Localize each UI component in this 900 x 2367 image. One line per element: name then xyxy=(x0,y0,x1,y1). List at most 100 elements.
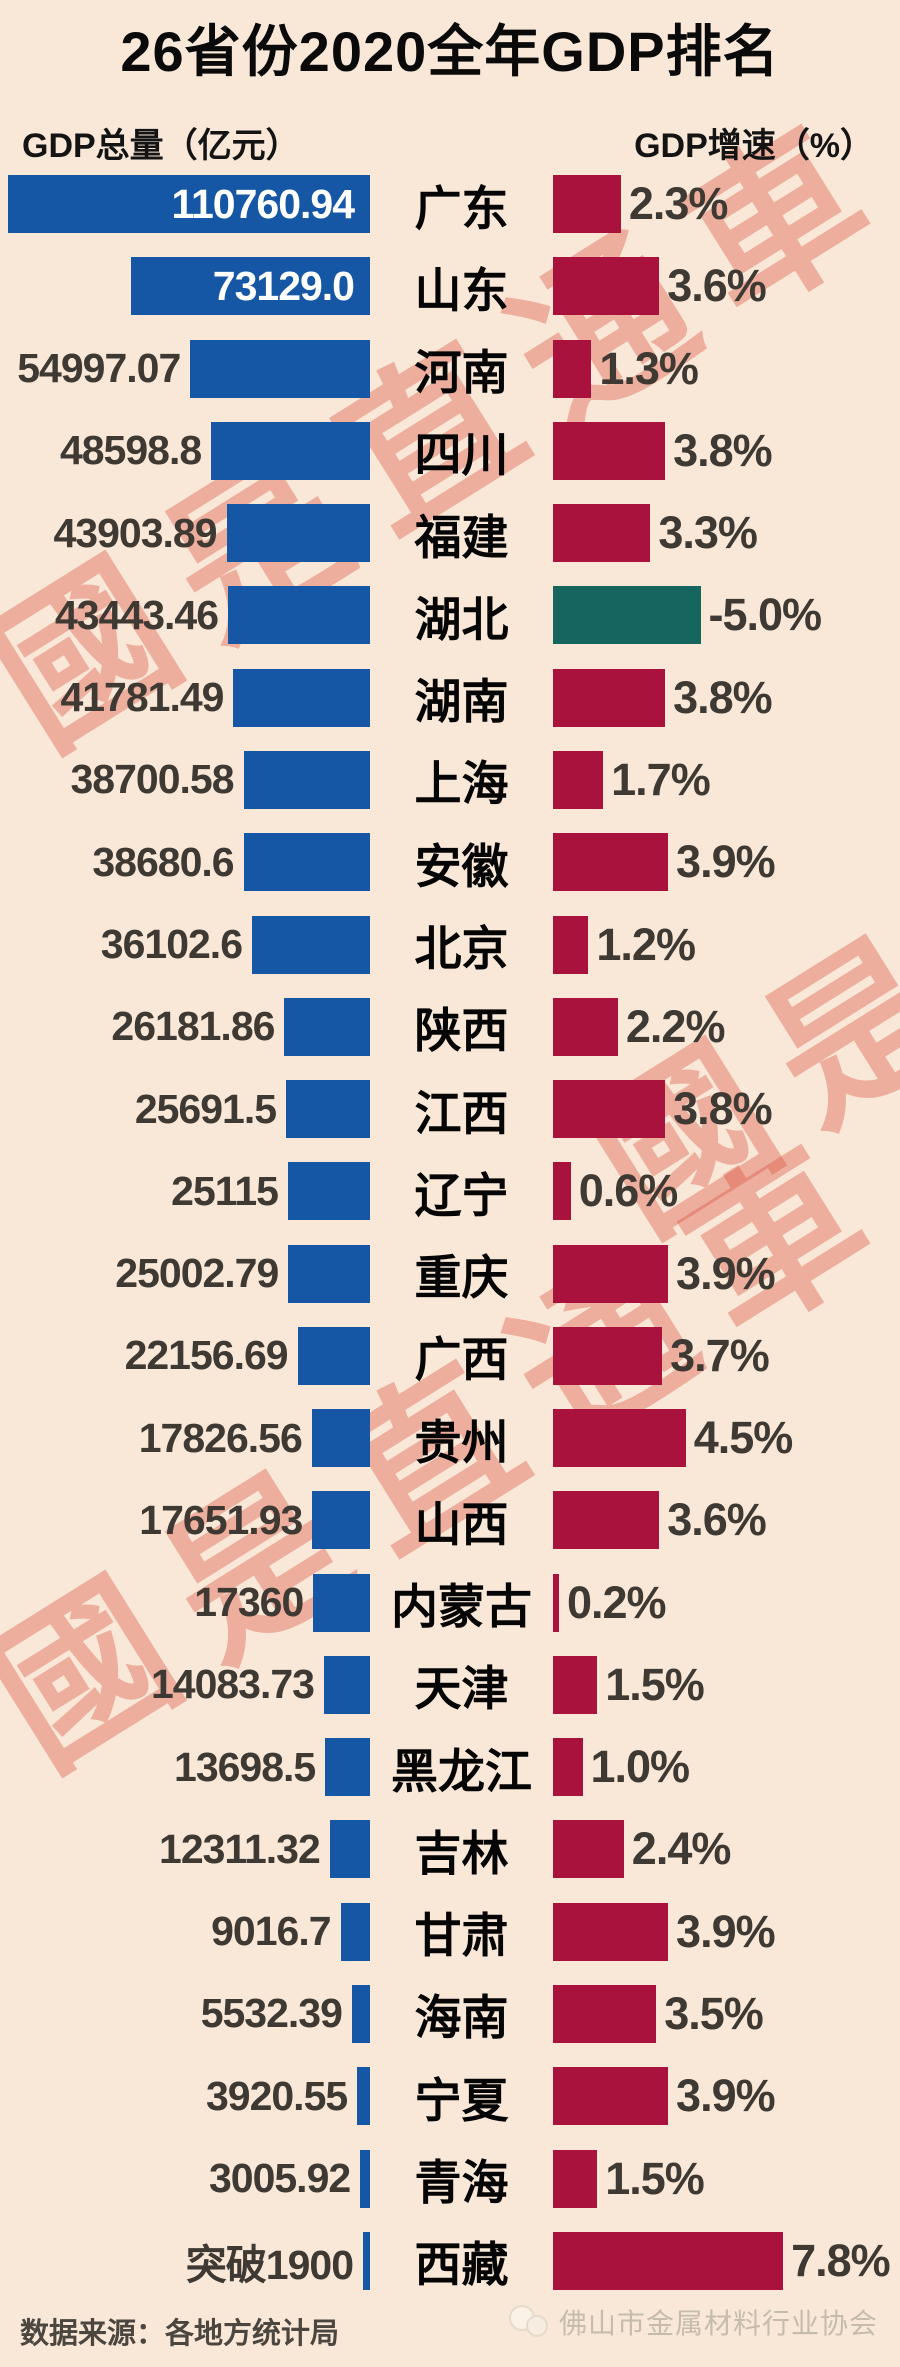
province-label: 安徽 xyxy=(414,839,509,895)
growth-cell: 3.9% xyxy=(553,2067,900,2126)
growth-bar xyxy=(553,1162,571,1221)
gdp-cell: 22156.69 xyxy=(0,1315,370,1397)
gdp-cell: 17826.56 xyxy=(0,1397,370,1479)
gdp-cell: 43903.89 xyxy=(0,492,370,574)
table-row: 43443.46 湖北 -5.0% xyxy=(0,574,900,656)
gdp-cell: 110760.94 xyxy=(0,163,370,245)
gdp-value-label: 25002.79 xyxy=(115,1250,279,1297)
publisher-credit: 佛山市金属材料行业协会 xyxy=(507,2302,878,2342)
growth-cell: 1.2% xyxy=(553,915,900,974)
growth-bar xyxy=(553,1820,624,1879)
growth-cell: -5.0% xyxy=(553,586,900,645)
province-label: 广东 xyxy=(414,181,509,237)
growth-bar xyxy=(553,997,618,1056)
gdp-bar: 73129.0 xyxy=(131,257,370,316)
province-label: 广西 xyxy=(414,1333,509,1389)
growth-cell: 3.8% xyxy=(553,668,900,727)
gdp-bar xyxy=(284,997,370,1056)
gdp-value-label: 48598.8 xyxy=(59,427,202,474)
province-label: 重庆 xyxy=(414,1251,509,1307)
growth-value-label: 1.3% xyxy=(599,342,699,394)
table-row: 54997.07 河南 1.3% xyxy=(0,328,900,410)
gdp-cell: 25691.5 xyxy=(0,1068,370,1150)
table-row: 22156.69 广西 3.7% xyxy=(0,1315,900,1397)
growth-bar xyxy=(553,1738,583,1797)
gdp-value-label: 43903.89 xyxy=(53,509,218,556)
growth-bar xyxy=(553,668,666,727)
growth-value-label: 0.2% xyxy=(567,1576,667,1628)
chart-rows: 110760.94 广东 2.3% 73129.0 山东 3.6% 54997.07 河南 1.… xyxy=(0,163,900,2302)
table-row: 17651.93 山西 3.6% xyxy=(0,1479,900,1561)
growth-bar xyxy=(553,1902,669,1961)
province-label: 湖北 xyxy=(414,592,509,648)
gdp-cell: 13698.5 xyxy=(0,1726,370,1808)
gdp-cell: 36102.6 xyxy=(0,903,370,985)
gdp-bar xyxy=(329,1820,370,1879)
growth-cell: 1.7% xyxy=(553,750,900,809)
growth-cell: 4.5% xyxy=(553,1409,900,1468)
table-row: 41781.49 湖南 3.8% xyxy=(0,657,900,739)
gdp-value-label: 110760.94 xyxy=(171,180,355,227)
table-row: 12311.32 吉林 2.4% xyxy=(0,1808,900,1890)
publisher-name: 佛山市金属材料行业协会 xyxy=(558,2308,878,2339)
province-label: 江西 xyxy=(414,1086,509,1142)
gdp-value-label: 25691.5 xyxy=(134,1085,277,1132)
gdp-bar xyxy=(323,1655,370,1714)
gdp-value-label: 17651.93 xyxy=(139,1496,303,1543)
gdp-bar xyxy=(243,750,370,809)
growth-value-label: 3.3% xyxy=(658,507,758,559)
gdp-cell: 41781.49 xyxy=(0,657,370,739)
province-label: 宁夏 xyxy=(414,2073,509,2129)
table-row: 17360 内蒙古 0.2% xyxy=(0,1562,900,1644)
table-row: 突破1900 西藏 7.8% xyxy=(0,2220,900,2302)
table-row: 25691.5 江西 3.8% xyxy=(0,1068,900,1150)
gdp-cell: 73129.0 xyxy=(0,245,370,327)
gdp-bar xyxy=(311,1409,370,1468)
growth-cell: 1.3% xyxy=(553,339,900,398)
province-label: 陕西 xyxy=(414,1004,509,1060)
growth-cell: 3.9% xyxy=(553,1902,900,1961)
growth-bar xyxy=(553,1326,663,1385)
growth-cell: 7.8% xyxy=(553,2231,900,2290)
growth-value-label: 3.6% xyxy=(667,1494,767,1546)
gdp-value-label: 26181.86 xyxy=(111,1003,275,1050)
growth-value-label: 1.7% xyxy=(611,753,711,805)
growth-value-label: 2.4% xyxy=(631,1823,732,1875)
growth-cell: 2.2% xyxy=(553,997,900,1056)
growth-bar xyxy=(553,504,651,563)
province-label: 贵州 xyxy=(414,1415,509,1471)
growth-bar xyxy=(553,1409,686,1468)
gdp-cell: 突破1900 xyxy=(0,2220,370,2302)
province-label: 内蒙古 xyxy=(391,1580,532,1636)
gdp-cell: 3920.55 xyxy=(0,2055,370,2137)
growth-cell: 3.3% xyxy=(553,504,900,563)
growth-cell: 2.3% xyxy=(553,175,900,234)
province-label: 吉林 xyxy=(414,1826,509,1882)
growth-bar xyxy=(553,2149,598,2208)
growth-cell: 1.5% xyxy=(553,2149,900,2208)
gdp-bar xyxy=(286,1080,370,1139)
gdp-value-label: 3005.92 xyxy=(208,2155,351,2201)
table-row: 36102.6 北京 1.2% xyxy=(0,903,900,985)
growth-bar xyxy=(553,421,666,480)
growth-cell: 3.6% xyxy=(553,1491,900,1550)
table-row: 9016.7 甘肃 3.9% xyxy=(0,1891,900,1973)
gdp-cell: 38700.58 xyxy=(0,739,370,821)
growth-cell: 0.6% xyxy=(553,1162,900,1221)
growth-value-label: 4.5% xyxy=(693,1412,794,1464)
gdp-cell: 12311.32 xyxy=(0,1808,370,1890)
gdp-growth-column-header: GDP增速（%） xyxy=(634,127,874,165)
gdp-bar xyxy=(360,2149,370,2208)
gdp-total-column-header: GDP总量（亿元） xyxy=(22,127,300,165)
gdp-value-label: 5532.39 xyxy=(200,1990,343,2037)
growth-value-label: 2.2% xyxy=(625,1000,726,1052)
growth-bar xyxy=(553,1244,669,1303)
table-row: 38700.58 上海 1.7% xyxy=(0,739,900,821)
province-label: 湖南 xyxy=(414,675,509,731)
growth-cell: 3.8% xyxy=(553,1080,900,1139)
growth-value-label: 3.8% xyxy=(673,671,773,723)
growth-value-label: 3.5% xyxy=(664,1987,764,2039)
gdp-bar xyxy=(211,421,370,480)
growth-bar xyxy=(553,2231,784,2290)
